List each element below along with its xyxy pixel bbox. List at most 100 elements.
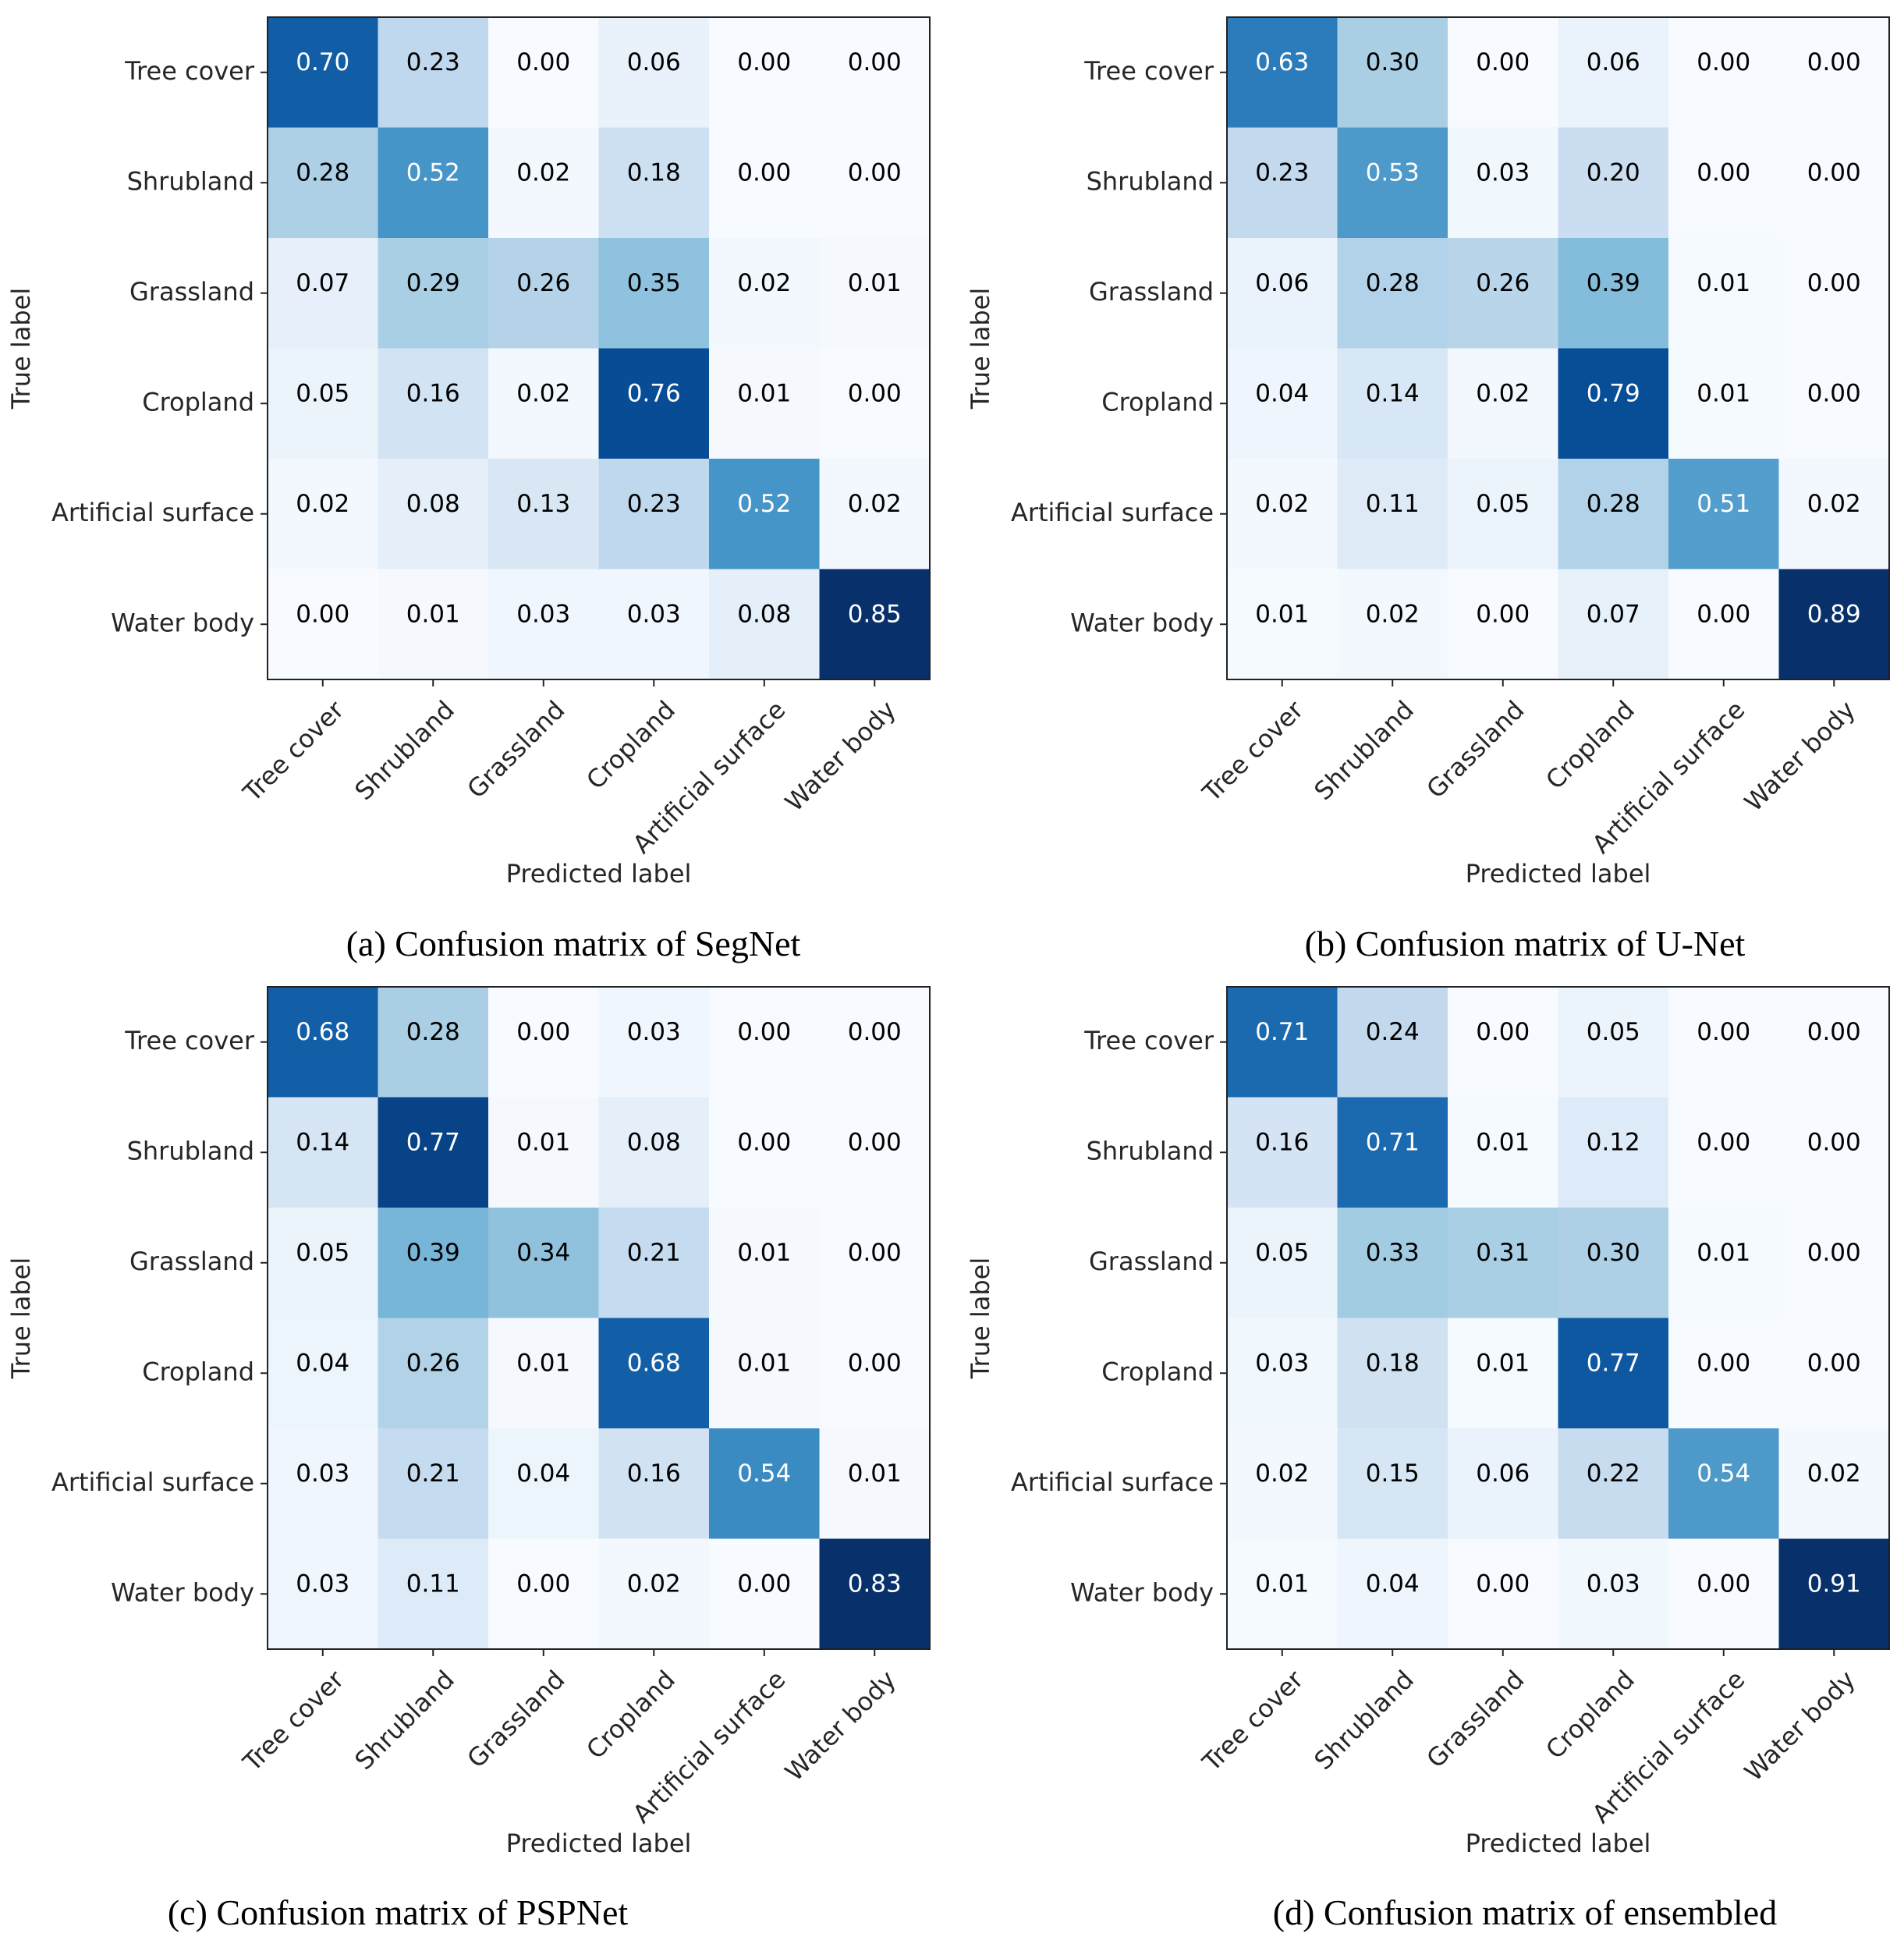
figure-caption: (a) Confusion matrix of SegNet [346,924,801,963]
heatmap-cell [268,1428,379,1540]
heatmap-cell [378,987,489,1098]
cell-value-label: 0.29 [406,269,460,297]
heatmap-cell [1558,1097,1669,1208]
heatmap-cell [1668,1318,1780,1429]
cell-value-label: 0.24 [1366,1018,1420,1046]
heatmap-cell [598,17,710,129]
cell-value-label: 0.01 [516,1128,570,1156]
heatmap-cell [819,1428,931,1540]
cell-value-label: 0.00 [1807,1018,1861,1046]
cell-value-label: 0.00 [1697,1018,1750,1046]
cell-value-label: 0.03 [627,600,681,628]
x-axis-title: Predicted label [506,859,692,889]
heatmap-cell [1558,1318,1669,1429]
x-tick-label: Tree cover [237,1664,350,1777]
heatmap-cell [268,1097,379,1208]
heatmap-cell [1448,459,1559,570]
heatmap-cell [1448,569,1559,680]
heatmap-cell [819,17,931,129]
heatmap-cell [819,1318,931,1429]
cell-value-label: 0.02 [296,490,349,518]
y-tick-label: Cropland [1101,387,1214,417]
cell-value-label: 0.52 [737,490,791,518]
y-tick-label: Tree cover [1083,1026,1214,1055]
cell-value-label: 0.22 [1587,1460,1640,1488]
heatmap-cell [598,238,710,349]
cell-value-label: 0.01 [737,1239,791,1267]
heatmap-cell [1668,17,1780,129]
y-tick-label: Grassland [129,1247,254,1276]
cell-value-label: 0.00 [848,1018,902,1046]
cell-value-label: 0.00 [296,600,349,628]
heatmap-cell [819,1097,931,1208]
cell-value-label: 0.71 [1366,1128,1420,1156]
cell-value-label: 0.14 [296,1128,349,1156]
cell-value-label: 0.02 [1807,490,1861,518]
heatmap-cell [488,987,600,1098]
heatmap-cell [268,238,379,349]
cell-value-label: 0.79 [1587,379,1640,407]
figure-caption: (c) Confusion matrix of PSPNet [168,1893,629,1932]
cell-value-label: 0.16 [1255,1128,1309,1156]
cell-value-label: 0.77 [1587,1349,1640,1377]
heatmap-cell [709,1097,821,1208]
cell-value-label: 0.52 [406,158,460,186]
x-tick-label: Grassland [1420,1665,1530,1774]
cell-value-label: 0.30 [1366,48,1420,76]
cell-value-label: 0.01 [1697,379,1750,407]
cell-value-label: 0.08 [406,490,460,518]
heatmap-cell [1558,987,1669,1098]
cell-value-label: 0.18 [1366,1349,1420,1377]
heatmap-cell [1227,1208,1338,1319]
cell-value-label: 0.83 [848,1570,902,1598]
heatmap-cell [709,238,821,349]
heatmap-cell [709,1318,821,1429]
cell-value-label: 0.34 [516,1239,570,1267]
heatmap-cell [378,459,489,570]
heatmap-cell [1337,569,1448,680]
cell-value-label: 0.00 [1476,48,1530,76]
y-tick-label: Grassland [1089,1247,1214,1276]
cell-value-label: 0.00 [1697,1128,1750,1156]
cell-value-label: 0.00 [848,1239,902,1267]
heatmap-cell [378,127,489,239]
heatmap-cell [1668,1097,1780,1208]
heatmap-cell [1227,348,1338,459]
cell-value-label: 0.23 [1255,158,1309,186]
cell-value-label: 0.00 [1697,158,1750,186]
heatmap-cell [378,1208,489,1319]
x-tick-label: Tree cover [1197,1664,1310,1777]
cell-value-label: 0.12 [1587,1128,1640,1156]
x-tick-label: Water body [779,695,902,818]
heatmap-cell [1227,1538,1338,1650]
confusion-matrix-panel-4: 0.71 0.24 0.00 0.05 0.00 0.00 0.16 0.71 0.01 0.12… [966,986,1890,1932]
confusion-matrix-panel-3: 0.68 0.28 0.00 0.03 0.00 0.00 0.14 0.77 0.01 0.08… [6,986,931,1932]
cell-value-label: 0.00 [848,158,902,186]
cell-value-label: 0.00 [1697,48,1750,76]
plot-frame [1226,986,1890,1650]
heatmap-cell [1668,459,1780,570]
heatmap-cell [488,1208,600,1319]
heatmap-cell [268,1538,379,1650]
cell-value-label: 0.20 [1587,158,1640,186]
x-tick-label: Shrubland [349,695,459,806]
cell-value-label: 0.00 [516,1570,570,1598]
cell-value-label: 0.00 [1807,379,1861,407]
cell-value-label: 0.04 [1366,1570,1420,1598]
x-axis-title: Predicted label [506,1829,692,1858]
cell-value-label: 0.02 [516,158,570,186]
x-tick-label: Cropland [1540,1665,1640,1765]
plot-frame [267,16,931,680]
heatmap-cell [268,1318,379,1429]
heatmap-cell [378,1318,489,1429]
plot-frame [267,986,931,1650]
cell-value-label: 0.35 [627,269,681,297]
heatmap-cell [709,348,821,459]
cell-value-label: 0.28 [406,1018,460,1046]
heatmap-cell [378,569,489,680]
cell-value-label: 0.01 [406,600,460,628]
heatmap-cell [1668,127,1780,239]
x-tick-label: Shrubland [1308,1665,1419,1775]
heatmap-cell [378,17,489,129]
cell-value-label: 0.11 [406,1570,460,1598]
